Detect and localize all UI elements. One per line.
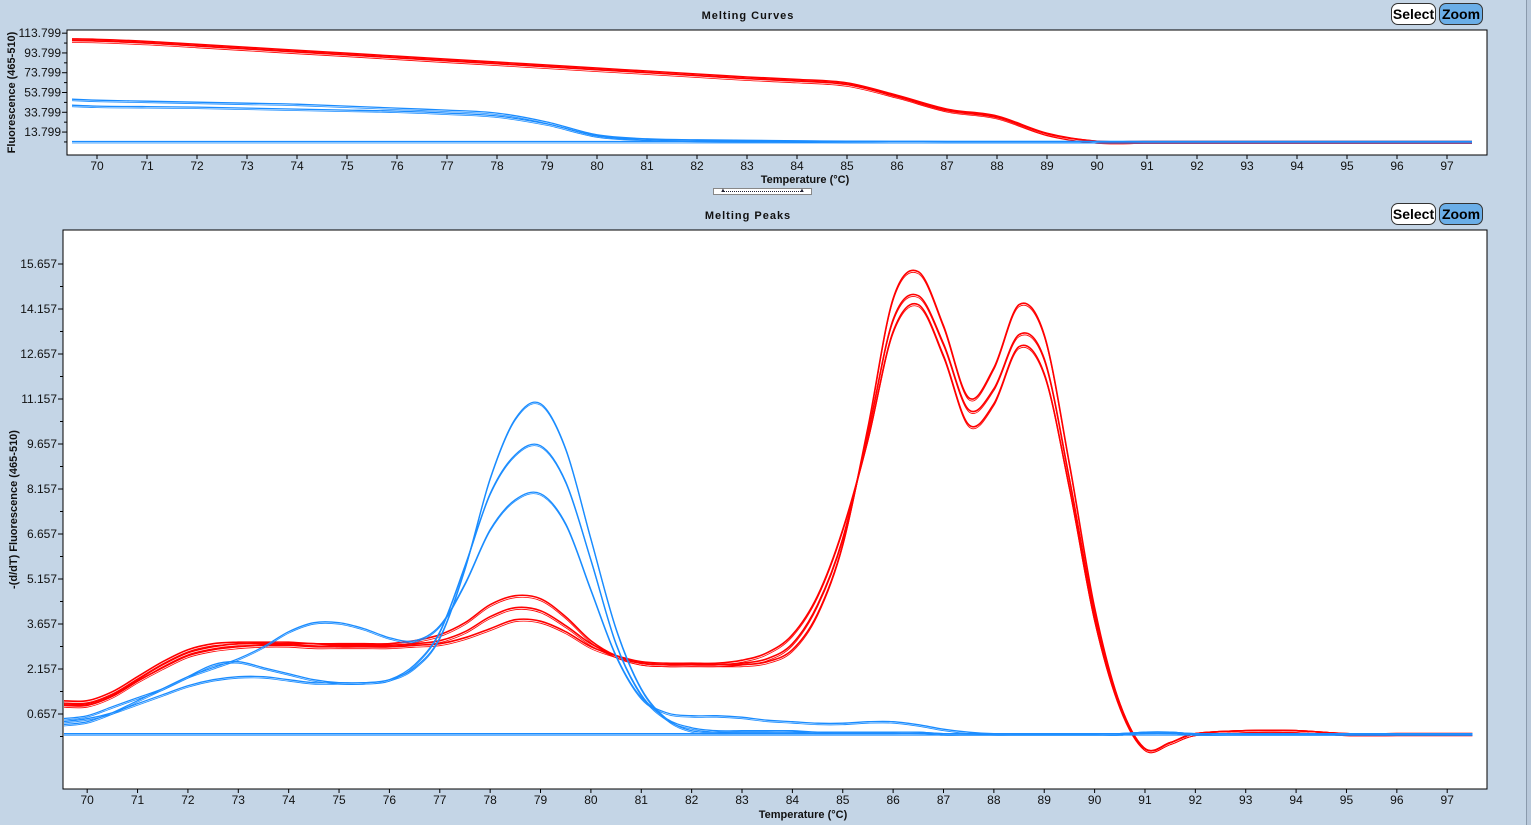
y-tick-label: 11.157: [21, 392, 57, 406]
x-tick-label: 70: [80, 793, 94, 807]
peaks-select-button[interactable]: Select: [1391, 203, 1436, 225]
x-tick-label: 74: [290, 159, 304, 173]
series-line-red-2: [64, 269, 1473, 752]
x-tick-label: 76: [390, 159, 404, 173]
curves-zoom-button[interactable]: Zoom: [1439, 3, 1483, 25]
x-tick-label: 93: [1240, 159, 1254, 173]
peaks-zoom-button[interactable]: Zoom: [1439, 203, 1483, 225]
x-tick-label: 79: [534, 793, 548, 807]
x-tick-label: 75: [332, 793, 346, 807]
x-tick-label: 70: [90, 159, 104, 173]
x-tick-label: 96: [1390, 793, 1404, 807]
y-tick-label: 93.799: [24, 46, 61, 60]
series-line-blue-3-replicate: [64, 445, 1473, 736]
melting-curves-title: Melting Curves: [701, 10, 795, 22]
x-tick-label: 84: [786, 793, 800, 807]
x-tick-label: 91: [1140, 159, 1154, 173]
y-axis-label: Fluorescence (465-510): [6, 31, 18, 153]
x-tick-label: 88: [987, 793, 1001, 807]
x-tick-label: 87: [940, 159, 954, 173]
x-tick-label: 73: [232, 793, 246, 807]
x-tick-label: 77: [433, 793, 447, 807]
x-tick-label: 71: [131, 793, 145, 807]
x-tick-label: 83: [735, 793, 749, 807]
x-tick-label: 79: [540, 159, 554, 173]
x-tick-label: 81: [635, 793, 649, 807]
x-tick-label: 73: [240, 159, 254, 173]
y-tick-label: 33.799: [24, 105, 61, 119]
x-tick-label: 94: [1290, 159, 1304, 173]
x-tick-label: 90: [1090, 159, 1104, 173]
x-tick-label: 93: [1239, 793, 1253, 807]
window-edge: [1526, 0, 1531, 825]
series-line-red-3: [64, 302, 1473, 752]
x-tick-label: 89: [1040, 159, 1054, 173]
x-tick-label: 72: [181, 793, 195, 807]
splitter-arrow-icon: ▲: [720, 188, 726, 194]
x-tick-label: 94: [1289, 793, 1303, 807]
y-tick-label: 5.157: [27, 572, 57, 586]
x-tick-label: 96: [1390, 159, 1404, 173]
x-tick-label: 97: [1440, 159, 1454, 173]
x-axis-label: Temperature (°C): [761, 174, 850, 186]
x-tick-label: 81: [640, 159, 654, 173]
x-tick-label: 92: [1190, 159, 1204, 173]
x-tick-label: 74: [282, 793, 296, 807]
x-tick-label: 75: [340, 159, 354, 173]
x-tick-label: 88: [990, 159, 1004, 173]
y-tick-label: 13.799: [24, 125, 61, 139]
x-tick-label: 71: [140, 159, 154, 173]
x-tick-label: 89: [1038, 793, 1052, 807]
x-tick-label: 78: [490, 159, 504, 173]
y-tick-label: 12.657: [20, 347, 57, 361]
x-tick-label: 86: [890, 159, 904, 173]
splitter-arrow-icon: ▲: [799, 188, 805, 194]
splitter-grip: [724, 191, 801, 192]
y-tick-label: 14.157: [20, 302, 57, 316]
y-tick-label: 53.799: [24, 86, 61, 100]
y-tick-label: 6.657: [27, 527, 57, 541]
plot-area[interactable]: [62, 229, 1488, 790]
x-tick-label: 92: [1189, 793, 1203, 807]
x-tick-label: 83: [740, 159, 754, 173]
x-tick-label: 84: [790, 159, 804, 173]
x-axis-label: Temperature (°C): [759, 809, 848, 821]
x-tick-label: 82: [685, 793, 699, 807]
y-axis-label: -(d/dT) Fluorescence (465-510): [8, 430, 20, 589]
y-tick-label: 15.657: [20, 257, 57, 271]
curves-select-button[interactable]: Select: [1391, 3, 1436, 25]
x-tick-label: 87: [937, 793, 951, 807]
x-tick-label: 78: [483, 793, 497, 807]
y-tick-label: 8.157: [27, 482, 57, 496]
x-tick-label: 85: [840, 159, 854, 173]
y-tick-label: 0.657: [27, 707, 57, 721]
x-tick-label: 82: [690, 159, 704, 173]
x-tick-label: 72: [190, 159, 204, 173]
x-tick-label: 95: [1340, 159, 1354, 173]
x-tick-label: 95: [1340, 793, 1354, 807]
x-tick-label: 97: [1441, 793, 1455, 807]
y-tick-label: 9.657: [27, 437, 57, 451]
series-line-red-3-replicate: [64, 305, 1473, 754]
pane-splitter-handle[interactable]: ▲ ▲: [713, 188, 812, 195]
x-tick-label: 80: [584, 793, 598, 807]
x-tick-label: 77: [440, 159, 454, 173]
x-tick-label: 90: [1088, 793, 1102, 807]
melting-peaks-title: Melting Peaks: [704, 210, 792, 222]
x-tick-label: 80: [590, 159, 604, 173]
y-tick-label: 3.657: [27, 617, 57, 631]
x-tick-label: 91: [1138, 793, 1152, 807]
y-tick-label: 73.799: [24, 66, 61, 80]
melting-curves-chart[interactable]: 70 71 72 73 74 75 76 77 78 79 80 81 82 83 84 85 86 87 88 89…: [0, 0, 1531, 200]
x-tick-label: 86: [886, 793, 900, 807]
x-tick-label: 85: [836, 793, 850, 807]
series-line-red-2-replicate: [71, 40, 1472, 145]
y-tick-label: 113.799: [19, 26, 62, 40]
x-tick-label: 76: [383, 793, 397, 807]
y-tick-label: 2.157: [27, 662, 57, 676]
